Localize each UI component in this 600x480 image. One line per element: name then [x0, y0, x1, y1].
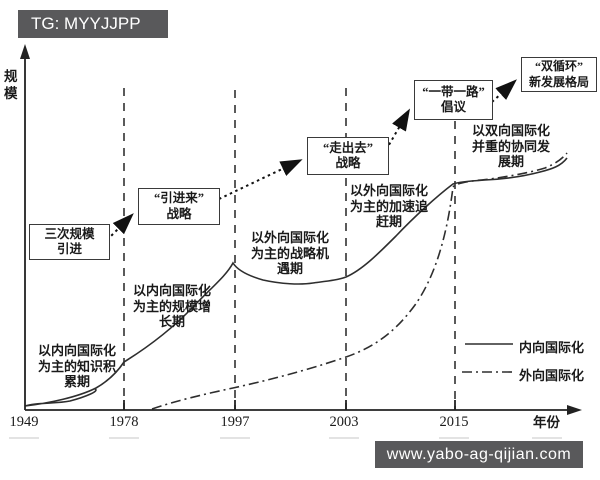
milestone-box-bring-in-strategy: “引进来” 战略 [138, 188, 220, 225]
milestone-box-belt-and-road-initiative: “一带一路” 倡议 [414, 80, 493, 120]
arrow-1-icon [106, 213, 134, 241]
period-label-coordinated-development: 以双向国际化 并重的协同发 展期 [471, 123, 550, 169]
arrow-2-icon [218, 159, 303, 200]
tick-underline-1978 [109, 437, 139, 439]
tick-underline-2015 [439, 437, 469, 439]
series-outward-internationalization-curve [151, 152, 568, 410]
tick-label-2003: 2003 [329, 414, 359, 430]
milestone-arrows [106, 79, 517, 241]
x-axis-title: 年份 [533, 415, 560, 430]
legend-label-outward-internationalization: 外向国际化 [519, 368, 585, 383]
y-axis-arrowhead-icon [20, 44, 30, 59]
tick-underline-xlabel [532, 437, 562, 439]
arrow-4-icon [491, 79, 517, 103]
site-watermark-badge: www.yabo-ag-qijian.com [375, 441, 583, 468]
arrow-3-icon [385, 108, 411, 151]
milestone-box-dual-circulation: “双循环” 新发展格局 [521, 57, 597, 92]
tick-label-1978: 1978 [109, 414, 139, 430]
tick-label-1997: 1997 [220, 414, 250, 430]
axes [24, 57, 569, 411]
period-label-strategic-opportunity: 以外向国际化 为主的战略机 遇期 [250, 230, 329, 276]
milestone-box-three-scale-introduction: 三次规模 引进 [29, 224, 110, 260]
tick-underline-1949 [9, 437, 39, 439]
tick-underline-2003 [329, 437, 359, 439]
x-axis-arrowhead-icon [567, 405, 582, 415]
period-label-accelerated-catchup: 以外向国际化 为主的加速追 赶期 [349, 183, 428, 229]
tick-label-2015: 2015 [439, 414, 469, 430]
period-label-knowledge-accumulation: 以内向国际化 为主的知识积 累期 [37, 343, 116, 389]
milestone-box-go-out-strategy: “走出去” 战略 [307, 137, 389, 175]
vertical-dashed-gridlines [123, 88, 456, 410]
tg-watermark-badge: TG: MYYJJPP [18, 10, 168, 38]
tick-label-1949: 1949 [9, 414, 39, 430]
y-axis-title: 规 模 [4, 69, 18, 101]
period-label-scale-growth: 以内向国际化 为主的规模增 长期 [132, 283, 211, 329]
tick-underline-1997 [220, 437, 250, 439]
legend-label-inward-internationalization: 内向国际化 [519, 340, 585, 355]
